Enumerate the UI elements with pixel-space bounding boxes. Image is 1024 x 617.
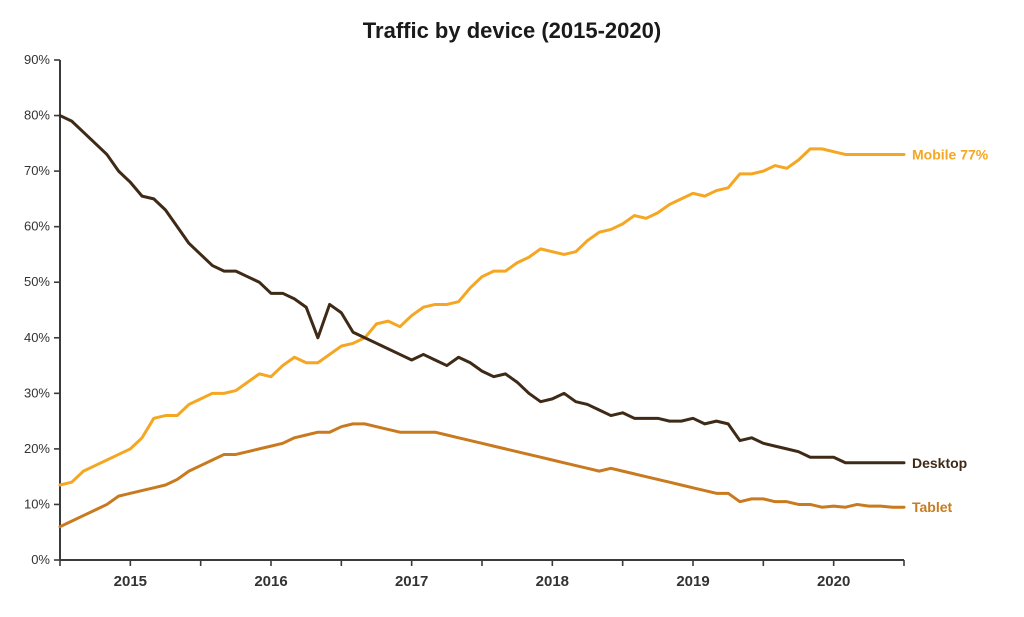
y-tick-label: 20% xyxy=(24,441,50,456)
y-tick-label: 0% xyxy=(31,552,50,567)
y-tick-label: 50% xyxy=(24,274,50,289)
series-label-tablet: Tablet xyxy=(912,499,953,515)
traffic-chart: Traffic by device (2015-2020) 0%10%20%30… xyxy=(0,0,1024,617)
chart-svg: 0% 10% 20% 30% 40% 50% 60% 70% 80% 90% 2015 2016 201… xyxy=(0,0,1024,617)
x-tick-label: 2018 xyxy=(536,573,569,590)
y-tick-label: 90% xyxy=(24,52,50,67)
series-mobile xyxy=(60,149,904,485)
y-tick-label: 40% xyxy=(24,330,50,345)
y-tick-label: 10% xyxy=(24,496,50,511)
y-tick-label: 80% xyxy=(24,108,50,123)
x-tick-label: 2017 xyxy=(395,573,428,590)
x-tick-label: 2020 xyxy=(817,573,850,590)
series-tablet xyxy=(60,424,904,527)
y-tick-label: 30% xyxy=(24,385,50,400)
y-tick-label: 60% xyxy=(24,219,50,234)
y-tick-label: 70% xyxy=(24,163,50,178)
series-label-desktop: Desktop xyxy=(912,455,967,471)
x-tick-label: 2015 xyxy=(114,573,147,590)
x-tick-label: 2016 xyxy=(254,573,287,590)
series-label-mobile: Mobile 77% xyxy=(912,146,989,162)
x-tick-label: 2019 xyxy=(676,573,709,590)
